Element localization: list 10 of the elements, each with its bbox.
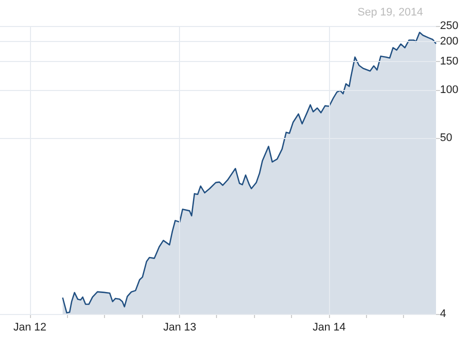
y-tick-label: 100 bbox=[440, 84, 458, 96]
x-tick-label: Jan 12 bbox=[13, 322, 46, 334]
x-tick-label: Jan 14 bbox=[312, 322, 346, 334]
y-tick-label: 250 bbox=[440, 20, 458, 32]
y-tick-label: 50 bbox=[440, 132, 452, 144]
y-tick-label: 200 bbox=[440, 36, 458, 48]
y-tick-label: 150 bbox=[440, 56, 458, 68]
y-tick-label: 4 bbox=[440, 308, 446, 320]
chart-title: Sep 19, 2014 bbox=[358, 6, 424, 18]
x-tick-label: Jan 13 bbox=[163, 322, 196, 334]
